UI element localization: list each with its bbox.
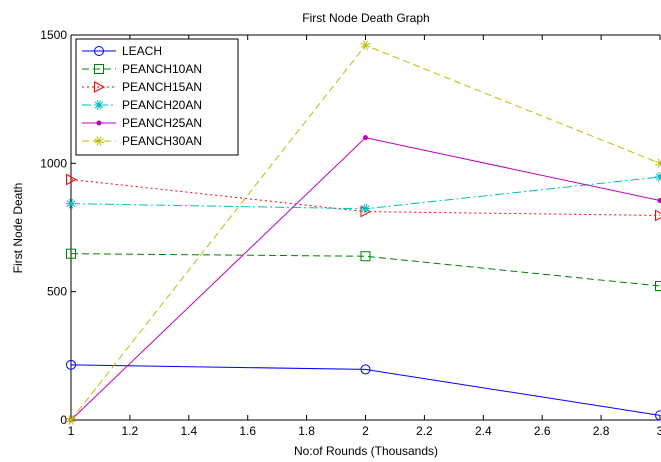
series-peanch20an <box>66 172 661 214</box>
legend-label: LEACH <box>122 44 162 58</box>
data-point <box>66 415 76 425</box>
series-leach <box>66 359 661 421</box>
chart-title: First Node Death Graph <box>302 11 429 25</box>
x-tick-label: 2 <box>362 424 369 438</box>
x-tick-label: 1.8 <box>298 424 315 438</box>
y-tick-label: 0 <box>60 413 67 427</box>
x-tick-label: 2.6 <box>534 424 551 438</box>
y-tick-label: 1500 <box>40 28 67 42</box>
legend-entry: LEACH <box>82 44 162 58</box>
x-tick-label: 1.2 <box>122 424 139 438</box>
legend-label: PEANCH30AN <box>122 134 202 148</box>
x-tick-label: 3 <box>657 424 661 438</box>
series-peanch30an <box>66 40 661 425</box>
data-point <box>363 135 368 141</box>
data-point <box>66 248 76 259</box>
x-tick-label: 2.4 <box>475 424 492 438</box>
data-point <box>655 281 661 292</box>
series-line <box>70 137 661 421</box>
legend-entry: PEANCH20AN <box>82 98 202 112</box>
data-point <box>360 203 371 214</box>
legend-label: PEANCH10AN <box>122 62 202 76</box>
legend: LEACH PEANCH10AN PEANCH15AN PEANCH20AN PEANC… <box>75 38 239 156</box>
x-tick-label: 1.6 <box>239 424 256 438</box>
series-line <box>70 364 661 416</box>
legend-marker <box>96 120 102 126</box>
legend-entry: PEANCH30AN <box>82 134 202 148</box>
legend-marker <box>94 136 104 146</box>
y-tick-label: 500 <box>47 285 67 299</box>
series-line <box>70 179 661 216</box>
data-point <box>66 198 76 209</box>
data-point <box>655 410 661 421</box>
x-tick-label: 1.4 <box>180 424 197 438</box>
legend-marker <box>94 64 104 74</box>
data-point <box>66 173 78 186</box>
y-axis-label: First Node Death <box>11 183 25 274</box>
data-point <box>66 359 76 370</box>
data-point <box>360 364 371 375</box>
x-tick-label: 2.2 <box>416 424 433 438</box>
series-line <box>70 253 661 287</box>
x-tick-label: 2.8 <box>593 424 610 438</box>
series-peanch25an <box>68 135 661 423</box>
legend-entry: PEANCH15AN <box>82 80 202 94</box>
legend-marker <box>94 100 104 110</box>
data-point <box>657 198 661 204</box>
legend-label: PEANCH15AN <box>122 80 202 94</box>
legend-entry: PEANCH10AN <box>82 62 202 76</box>
legend-entry: PEANCH25AN <box>82 116 202 130</box>
legend-label: PEANCH25AN <box>122 116 202 130</box>
data-point <box>655 172 661 182</box>
x-axis-label: No:of Rounds (Thousands) <box>294 444 438 458</box>
series-peanch10an <box>66 248 661 292</box>
x-tick-label: 1 <box>68 424 75 438</box>
data-point <box>360 40 371 51</box>
legend-marker <box>94 46 104 56</box>
y-tick-label: 1000 <box>40 156 67 170</box>
data-point <box>655 158 661 169</box>
legend-box <box>75 38 239 156</box>
data-point <box>655 209 661 222</box>
legend-label: PEANCH20AN <box>122 98 202 112</box>
data-point <box>360 251 371 262</box>
plot-area: 1 1.2 1.4 1.6 1.8 2 2.2 2.4 2.6 2.8 3 0 500 1000 1500 <box>40 28 661 438</box>
legend-marker <box>94 81 106 93</box>
